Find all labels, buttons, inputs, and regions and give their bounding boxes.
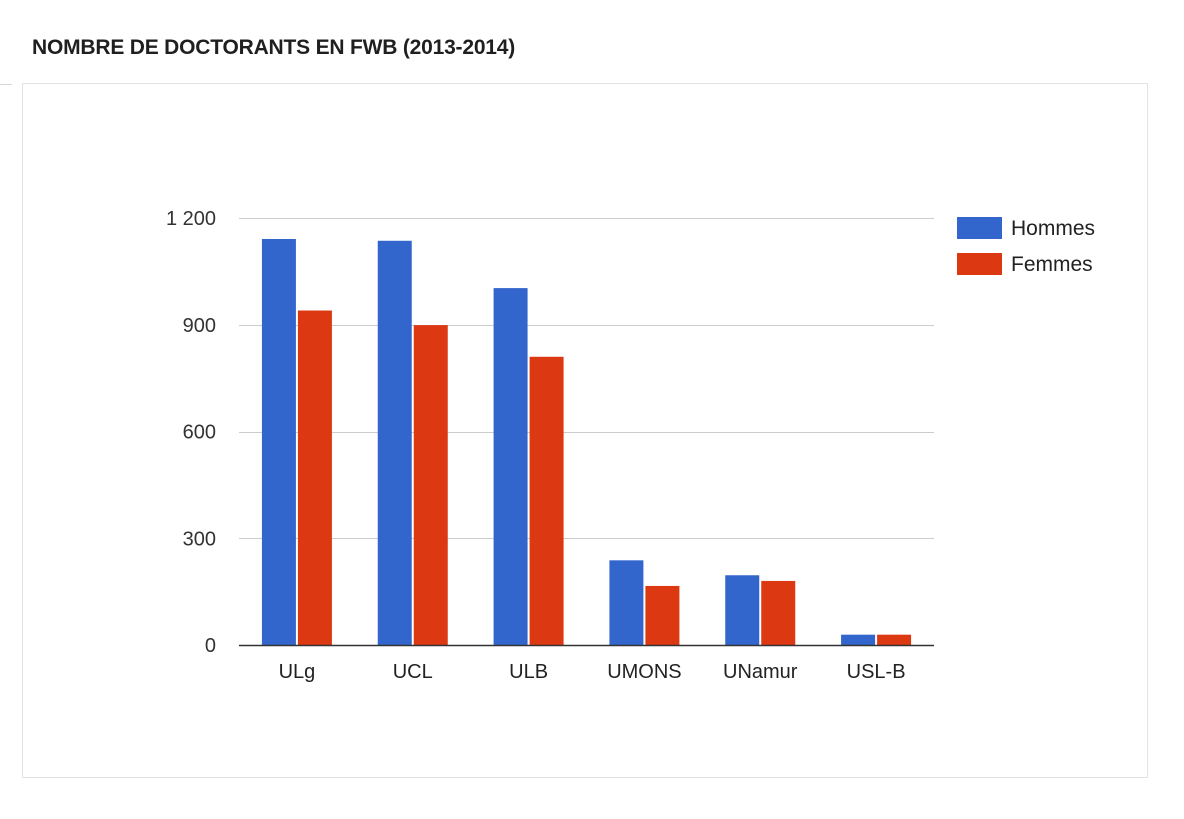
y-tick-label: 0 bbox=[205, 635, 216, 657]
y-tick-label: 600 bbox=[183, 422, 216, 444]
bar-femmes-usl-b[interactable] bbox=[877, 634, 912, 645]
x-tick-label: UNamur bbox=[723, 661, 798, 683]
y-tick-label: 1 200 bbox=[166, 208, 216, 230]
bar-hommes-ulg[interactable] bbox=[261, 238, 296, 645]
bar-hommes-usl-b[interactable] bbox=[841, 634, 876, 645]
x-tick-label: ULB bbox=[509, 661, 548, 683]
legend-swatch-femmes bbox=[957, 253, 1002, 275]
bar-femmes-ucl[interactable] bbox=[413, 325, 448, 645]
bar-hommes-ulb[interactable] bbox=[493, 288, 528, 645]
legend-label-femmes: Femmes bbox=[1011, 253, 1093, 276]
x-tick-label: USL-B bbox=[847, 661, 906, 683]
bar-hommes-ucl[interactable] bbox=[377, 240, 412, 646]
axes: 0 300 600 900 1 200 ULg UCL ULB UMONS UNamur USL-B bbox=[166, 208, 934, 683]
x-tick-label: UCL bbox=[393, 661, 433, 683]
divider bbox=[0, 84, 12, 85]
x-tick-label: UMONS bbox=[607, 661, 681, 683]
bars bbox=[261, 238, 912, 646]
page-title: NOMBRE DE DOCTORANTS EN FWB (2013-2014) bbox=[32, 36, 516, 59]
bar-femmes-ulg[interactable] bbox=[297, 310, 332, 645]
bar-femmes-unamur[interactable] bbox=[761, 580, 796, 645]
gridlines bbox=[239, 218, 934, 539]
bar-femmes-ulb[interactable] bbox=[529, 356, 564, 645]
legend-label-hommes: Hommes bbox=[1011, 217, 1095, 240]
bar-hommes-umons[interactable] bbox=[609, 560, 644, 645]
y-tick-label: 900 bbox=[183, 315, 216, 337]
y-tick-label: 300 bbox=[183, 528, 216, 550]
legend-swatch-hommes bbox=[957, 217, 1002, 239]
bar-hommes-unamur[interactable] bbox=[725, 575, 760, 645]
x-tick-label: ULg bbox=[279, 661, 316, 683]
bar-femmes-umons[interactable] bbox=[645, 585, 680, 645]
chart-frame bbox=[22, 83, 1148, 778]
legend: Hommes Femmes bbox=[957, 217, 1095, 276]
